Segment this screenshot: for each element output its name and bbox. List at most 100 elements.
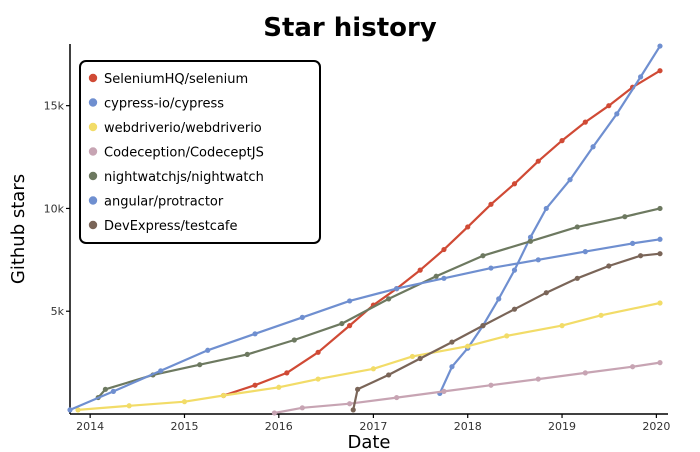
series-point-webdriverio-webdriverio bbox=[598, 312, 604, 318]
series-point-cypress-io-cypress bbox=[590, 144, 596, 150]
x-axis-label: Date bbox=[347, 432, 390, 452]
series-point-nightwatchjs-nightwatch bbox=[657, 205, 663, 212]
series-point-webdriverio-webdriverio bbox=[559, 323, 565, 329]
series-point-seleniumhq-selenium bbox=[657, 68, 663, 74]
series-point-devexpress-testcafe bbox=[511, 306, 518, 312]
series-point-angular-protractor bbox=[535, 257, 541, 263]
x-tick-label: 2019 bbox=[548, 420, 576, 433]
series-point-codeception-codeceptjs bbox=[488, 382, 494, 388]
series-point-devexpress-testcafe bbox=[386, 372, 392, 378]
series-point-codeception-codeceptjs bbox=[535, 376, 541, 382]
series-point-cypress-io-cypress bbox=[614, 111, 620, 117]
series-point-seleniumhq-selenium bbox=[559, 138, 565, 144]
series-point-codeception-codeceptjs bbox=[441, 388, 447, 394]
series-point-webdriverio-webdriverio bbox=[220, 392, 227, 399]
series-point-codeception-codeceptjs bbox=[299, 405, 305, 411]
series-point-nightwatchjs-nightwatch bbox=[244, 351, 250, 357]
x-tick-label: 2018 bbox=[454, 420, 482, 433]
x-tick-label: 2016 bbox=[265, 420, 293, 433]
legend-label: DevExpress/testcafe bbox=[104, 219, 238, 234]
series-line-cypress-io-cypress bbox=[438, 44, 662, 395]
series-point-nightwatchjs-nightwatch bbox=[433, 273, 439, 279]
x-tick-label: 2014 bbox=[76, 420, 104, 433]
series-point-seleniumhq-selenium bbox=[315, 349, 321, 355]
series-point-nightwatchjs-nightwatch bbox=[622, 214, 628, 220]
series-point-devexpress-testcafe bbox=[543, 290, 549, 296]
series-point-nightwatchjs-nightwatch bbox=[527, 238, 534, 244]
y-tick-label: 15k bbox=[44, 100, 65, 113]
legend-label: webdriverio/webdriverio bbox=[104, 121, 262, 136]
series-point-webdriverio-webdriverio bbox=[75, 407, 81, 413]
series-point-seleniumhq-selenium bbox=[465, 224, 471, 230]
series-point-webdriverio-webdriverio bbox=[276, 384, 282, 390]
series-point-codeception-codeceptjs bbox=[629, 364, 636, 370]
legend-box bbox=[79, 60, 321, 244]
series-point-nightwatchjs-nightwatch bbox=[386, 296, 392, 302]
series-point-angular-protractor bbox=[629, 240, 636, 246]
legend-marker bbox=[88, 73, 98, 83]
series-point-devexpress-testcafe bbox=[638, 253, 644, 259]
series-point-codeception-codeceptjs bbox=[657, 360, 663, 366]
legend-marker bbox=[88, 98, 98, 107]
series-point-devexpress-testcafe bbox=[417, 355, 423, 362]
series-point-seleniumhq-selenium bbox=[284, 370, 290, 376]
series-point-devexpress-testcafe bbox=[606, 263, 612, 269]
series-point-devexpress-testcafe bbox=[449, 339, 455, 345]
series-point-seleniumhq-selenium bbox=[252, 382, 258, 388]
series-point-nightwatchjs-nightwatch bbox=[339, 320, 345, 327]
chart-title: Star history bbox=[263, 13, 437, 43]
series-point-devexpress-testcafe bbox=[657, 251, 663, 257]
series-point-angular-protractor bbox=[158, 368, 164, 374]
series-point-webdriverio-webdriverio bbox=[315, 376, 321, 382]
legend-label: Codeception/CodeceptJS bbox=[104, 146, 264, 161]
series-point-angular-protractor bbox=[252, 331, 258, 337]
series-point-webdriverio-webdriverio bbox=[126, 403, 132, 409]
y-tick-label: 10k bbox=[44, 202, 65, 215]
series-line-angular-protractor bbox=[68, 238, 662, 411]
series-point-angular-protractor bbox=[394, 286, 400, 292]
series-point-webdriverio-webdriverio bbox=[409, 353, 416, 360]
series-point-nightwatchjs-nightwatch bbox=[197, 362, 203, 368]
series-point-cypress-io-cypress bbox=[567, 177, 573, 183]
legend-label: nightwatchjs/nightwatch bbox=[104, 170, 264, 185]
series-point-codeception-codeceptjs bbox=[347, 401, 353, 407]
series-point-cypress-io-cypress bbox=[657, 43, 663, 49]
series-point-seleniumhq-selenium bbox=[535, 158, 541, 164]
x-tick-label: 2017 bbox=[359, 420, 387, 433]
series-point-webdriverio-webdriverio bbox=[504, 333, 510, 339]
series-point-nightwatchjs-nightwatch bbox=[291, 337, 297, 343]
legend-label: cypress-io/cypress bbox=[104, 97, 224, 112]
series-point-seleniumhq-selenium bbox=[488, 201, 494, 207]
series-point-nightwatchjs-nightwatch bbox=[574, 224, 580, 230]
legend-marker bbox=[88, 220, 98, 230]
legend-marker bbox=[88, 147, 98, 156]
series-point-cypress-io-cypress bbox=[496, 296, 502, 302]
series-point-webdriverio-webdriverio bbox=[657, 300, 663, 306]
series-point-webdriverio-webdriverio bbox=[465, 343, 471, 349]
legend-marker bbox=[88, 122, 98, 132]
series-point-cypress-io-cypress bbox=[638, 74, 644, 80]
x-tick-label: 2015 bbox=[170, 420, 198, 433]
series-point-devexpress-testcafe bbox=[350, 407, 356, 413]
series-point-seleniumhq-selenium bbox=[347, 323, 353, 329]
series-point-cypress-io-cypress bbox=[543, 205, 549, 212]
series-point-codeception-codeceptjs bbox=[271, 410, 278, 416]
y-tick-label: 5k bbox=[51, 305, 65, 318]
y-axis-label: Github stars bbox=[8, 174, 29, 284]
series-point-nightwatchjs-nightwatch bbox=[480, 253, 486, 259]
series-point-nightwatchjs-nightwatch bbox=[102, 386, 109, 392]
series-point-codeception-codeceptjs bbox=[582, 370, 588, 376]
legend-marker bbox=[88, 196, 98, 205]
series-point-seleniumhq-selenium bbox=[582, 119, 588, 125]
series-point-seleniumhq-selenium bbox=[511, 181, 518, 187]
series-point-cypress-io-cypress bbox=[527, 234, 534, 240]
series-point-seleniumhq-selenium bbox=[417, 267, 423, 273]
legend-label: SeleniumHQ/selenium bbox=[104, 72, 248, 87]
series-point-codeception-codeceptjs bbox=[394, 394, 400, 401]
series-point-cypress-io-cypress bbox=[449, 364, 455, 370]
series-line-codeception-codeceptjs bbox=[273, 361, 662, 415]
series-line-devexpress-testcafe bbox=[352, 252, 662, 411]
series-point-seleniumhq-selenium bbox=[606, 103, 612, 109]
series-point-angular-protractor bbox=[488, 265, 494, 271]
